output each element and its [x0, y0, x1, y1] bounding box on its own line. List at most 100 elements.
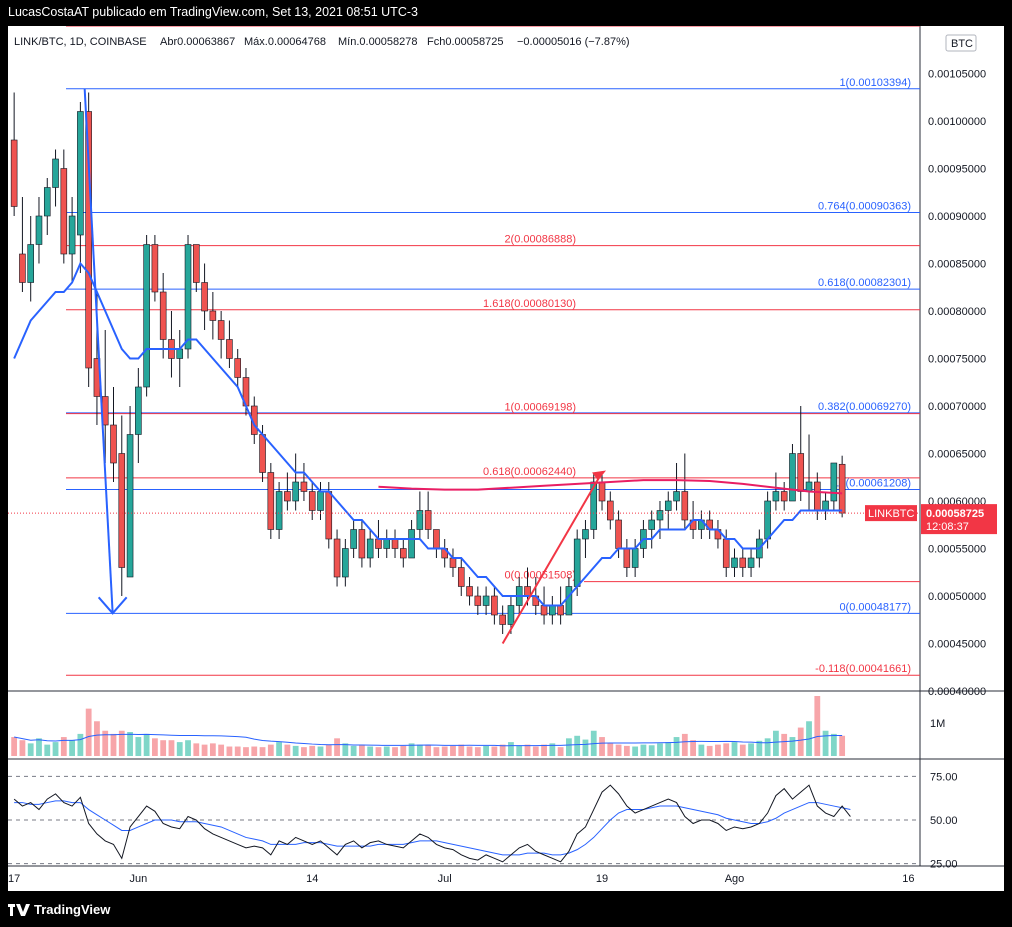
currency-badge-box[interactable]	[945, 34, 977, 52]
volume-bar	[499, 744, 506, 756]
candle-body	[631, 548, 639, 568]
candle-body	[52, 158, 59, 188]
volume-bar	[474, 747, 481, 756]
candle-body	[400, 548, 407, 559]
fib-label-red: 2(0.00086888)	[504, 234, 576, 246]
axes-layer: 0.00105000 0.00100000 0.00095000 0.00090000…	[8, 69, 986, 886]
fibonacci-layer[interactable]: 1(0.00103394) 0.764(0.00090363) 0.618(0.00…	[66, 26, 920, 676]
volume-layer	[11, 696, 846, 756]
volume-bar	[756, 740, 763, 756]
volume-bar	[458, 744, 465, 756]
volume-bar	[508, 742, 514, 756]
volume-bar	[392, 747, 398, 756]
candle-body	[85, 111, 92, 369]
candle-body	[391, 538, 399, 549]
candle-body	[615, 519, 622, 549]
volume-bar	[623, 745, 630, 756]
candle-body	[573, 538, 581, 587]
chart-canvas[interactable]: 1(0.00103394) 0.764(0.00090363) 0.618(0.00…	[8, 26, 1004, 891]
volume-bar	[607, 743, 614, 756]
volume-bar	[715, 744, 721, 756]
volume-bar	[764, 738, 771, 756]
sma-magenta-line	[378, 479, 843, 495]
grid-layer	[8, 26, 1004, 867]
volume-bar	[27, 743, 34, 756]
volume-bar	[69, 740, 75, 756]
fib-label-red: 1(0.00069198)	[504, 402, 576, 414]
symbol-info: LINK/BTC, 1D, COINBASE	[14, 36, 147, 48]
volume-bar	[673, 737, 680, 756]
volume-bar	[748, 743, 754, 756]
candle-body	[267, 472, 275, 530]
fib-label-blue: 0.618(0.00082301)	[818, 277, 911, 289]
candle-body	[789, 453, 796, 502]
price-tick-label: 0.00080000	[928, 306, 986, 318]
candle-body	[747, 557, 755, 568]
candle-body	[731, 557, 738, 568]
volume-bar	[350, 745, 357, 756]
volume-bar	[516, 745, 523, 756]
up-arrow-shaft	[501, 471, 603, 645]
candle-body	[814, 481, 821, 511]
fib-label-red: 1.618(0.00080130)	[483, 298, 576, 310]
volume-bar	[267, 744, 274, 756]
volume-bar	[292, 745, 299, 756]
fib-label-blue: 0.5(0.00061208)	[830, 478, 911, 490]
candle-body	[549, 605, 556, 616]
candle-body	[159, 291, 167, 340]
candle-body	[234, 358, 241, 378]
volume-bar	[152, 738, 158, 756]
ohlc-high: Máx.0.00064768	[244, 36, 326, 48]
price-tick-label: 0.00040000	[928, 686, 986, 698]
volume-bar	[814, 696, 821, 756]
volume-bar	[52, 742, 59, 756]
candle-body	[598, 481, 606, 502]
time-tick-label: Ago	[725, 873, 745, 885]
fib-label-blue: 0.382(0.00069270)	[818, 401, 911, 413]
candle-body	[35, 215, 43, 245]
volume-bar	[450, 745, 456, 756]
volume-bar	[334, 738, 340, 756]
tradingview-footer[interactable]: TradingView	[8, 902, 110, 917]
currency-badge[interactable]: BTC	[951, 38, 973, 50]
volume-bar	[44, 744, 51, 756]
chart-panel[interactable]: 1(0.00103394) 0.764(0.00090363) 0.618(0.00…	[8, 26, 1004, 891]
volume-bar	[632, 746, 639, 756]
volume-bar	[781, 733, 788, 756]
volume-bar	[77, 733, 84, 756]
candle-body	[582, 529, 589, 540]
volume-bar	[94, 721, 100, 756]
volume-bar	[648, 745, 655, 756]
last-price-symbol: LINKBTC	[868, 508, 915, 520]
price-tick-label: 0.00055000	[928, 544, 986, 556]
volume-bar	[118, 730, 125, 756]
candle-body	[822, 500, 829, 511]
candle-body	[209, 310, 217, 321]
volume-bar	[400, 745, 407, 756]
candle-body	[805, 481, 813, 492]
volume-bar	[690, 740, 696, 756]
candle-body	[358, 529, 366, 559]
volume-bar	[441, 746, 448, 756]
candles-layer	[10, 92, 846, 634]
volume-bar	[168, 740, 175, 756]
price-tick-label: 0.00100000	[928, 116, 986, 128]
price-tick-label: 0.00105000	[928, 69, 986, 81]
candle-body	[300, 481, 308, 492]
candle-body	[292, 481, 299, 502]
volume-bar	[599, 737, 605, 756]
price-tick-label: 0.00065000	[928, 449, 986, 461]
volume-bar	[226, 746, 233, 756]
candle-body	[433, 529, 440, 549]
volume-bar	[36, 738, 42, 756]
fib-label-blue: 0.764(0.00090363)	[818, 201, 911, 213]
drawing-arrows-layer[interactable]	[83, 88, 607, 645]
price-tick-label: 0.00095000	[928, 164, 986, 176]
ohlc-change: −0.00005016 (−7.87%)	[517, 36, 630, 48]
volume-bar	[425, 744, 432, 756]
volume-bar	[532, 746, 539, 756]
volume-bar	[433, 747, 440, 756]
down-arrow-head	[97, 596, 128, 615]
candle-body	[664, 500, 672, 511]
candle-body	[226, 339, 233, 359]
